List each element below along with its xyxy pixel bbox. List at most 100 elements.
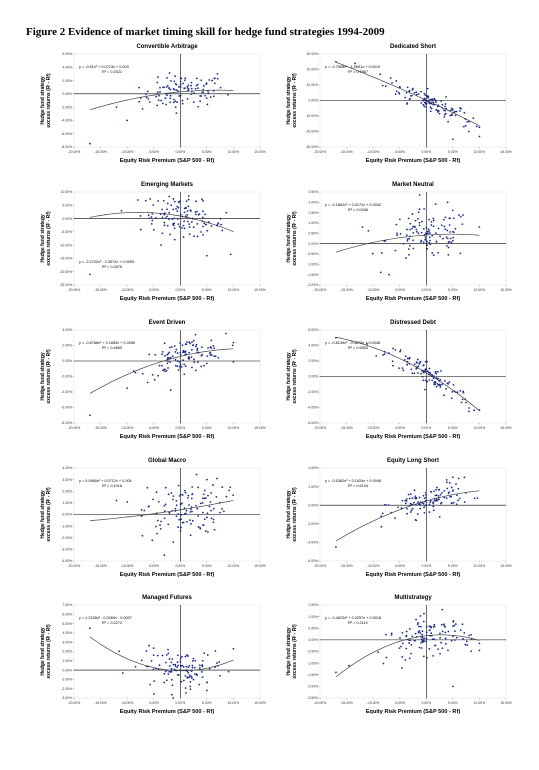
y-axis-label-line: excess returns (Rᴵ - Rf) bbox=[292, 349, 298, 404]
y-tick-label: 0.00% bbox=[62, 668, 72, 672]
data-point bbox=[392, 347, 395, 350]
data-point bbox=[162, 86, 165, 89]
data-point bbox=[173, 345, 176, 347]
data-points bbox=[115, 473, 235, 557]
x-tick-label: 0.00% bbox=[421, 288, 431, 292]
r-squared: R² = 0.4663 bbox=[102, 346, 122, 350]
data-point bbox=[172, 224, 175, 227]
y-tick-label: 7.00% bbox=[62, 603, 72, 607]
data-point bbox=[164, 370, 166, 373]
data-point bbox=[156, 532, 158, 535]
data-point bbox=[172, 697, 175, 699]
data-point bbox=[174, 364, 177, 367]
data-point bbox=[406, 363, 409, 366]
x-tick-label: -20.00% bbox=[314, 426, 327, 430]
data-point bbox=[171, 498, 174, 501]
data-point bbox=[212, 484, 214, 486]
data-point bbox=[434, 383, 437, 385]
data-point bbox=[429, 239, 431, 242]
data-point bbox=[187, 84, 190, 87]
data-point bbox=[454, 227, 457, 230]
data-point bbox=[435, 498, 438, 501]
data-point bbox=[459, 215, 462, 218]
data-point bbox=[385, 504, 387, 506]
data-point bbox=[436, 370, 439, 373]
data-point bbox=[188, 233, 191, 235]
data-point bbox=[415, 618, 417, 621]
data-point bbox=[213, 355, 216, 358]
data-point bbox=[398, 647, 401, 650]
data-point bbox=[210, 492, 213, 494]
data-point bbox=[216, 662, 218, 664]
data-point bbox=[391, 82, 393, 84]
scatter-chart: Convertible Arbitrage 6.00% 4.00% 2.00% 0.00… bbox=[40, 44, 266, 164]
x-tick-label: -5.00% bbox=[148, 564, 159, 568]
data-point bbox=[210, 347, 213, 349]
data-point bbox=[167, 360, 169, 363]
y-tick-label: -4.00% bbox=[307, 541, 318, 545]
data-point bbox=[463, 476, 466, 479]
x-tick-label: 5.00% bbox=[448, 426, 458, 430]
data-point bbox=[144, 199, 147, 202]
data-point bbox=[170, 693, 173, 696]
data-point bbox=[354, 62, 356, 65]
y-tick-label: -6.00% bbox=[61, 132, 72, 136]
y-tick-label: 4.00% bbox=[62, 65, 72, 69]
y-tick-label: 0.00% bbox=[308, 638, 318, 642]
data-point bbox=[428, 367, 431, 370]
y-tick-label: -2.00% bbox=[61, 375, 72, 379]
data-point bbox=[421, 630, 424, 633]
x-tick-label: 10.00% bbox=[228, 288, 240, 292]
data-point bbox=[425, 625, 428, 628]
data-point bbox=[402, 242, 405, 245]
y-axis-label-line: Hedge fund strategy bbox=[286, 76, 292, 125]
chart-title: Event Driven bbox=[149, 320, 186, 326]
data-point bbox=[443, 380, 446, 382]
data-point bbox=[452, 635, 455, 638]
data-point bbox=[408, 253, 410, 256]
data-point bbox=[190, 497, 193, 500]
data-point bbox=[232, 494, 235, 497]
y-tick-label: -6.00% bbox=[307, 421, 318, 425]
data-point bbox=[179, 213, 182, 216]
data-point bbox=[156, 654, 159, 657]
scatter-chart: Emerging Markets 10.00% 5.00% 0.00% -5.00% -1… bbox=[40, 182, 266, 302]
data-point bbox=[440, 224, 443, 227]
y-tick-label: -1.00% bbox=[307, 263, 318, 267]
data-point bbox=[163, 504, 166, 507]
y-axis-label: Hedge fund strategyexcess returns (Rᴵ - … bbox=[40, 624, 52, 679]
data-point bbox=[164, 670, 167, 673]
data-point bbox=[120, 209, 123, 212]
data-point bbox=[168, 211, 171, 214]
data-point bbox=[178, 95, 181, 97]
data-point bbox=[454, 114, 457, 117]
x-tick-label: 15.00% bbox=[500, 288, 512, 292]
data-point bbox=[176, 654, 179, 657]
data-point bbox=[174, 75, 176, 78]
data-point bbox=[218, 661, 221, 663]
trendline-equation: y = -0.6768x² + 0.1659x + 0.0059 bbox=[79, 341, 135, 345]
data-point bbox=[156, 91, 159, 94]
data-point bbox=[418, 503, 421, 505]
data-point bbox=[180, 526, 182, 529]
data-point bbox=[168, 665, 171, 667]
y-tick-label: 2.00% bbox=[62, 489, 72, 493]
data-point bbox=[193, 358, 195, 361]
data-point bbox=[202, 210, 204, 213]
data-point bbox=[420, 647, 423, 649]
data-point bbox=[422, 620, 425, 623]
data-point bbox=[454, 623, 457, 626]
data-point bbox=[159, 524, 161, 527]
y-axis-label: Hedge fund strategyexcess returns (Rᴵ - … bbox=[40, 349, 52, 404]
chart-title: Convertible Arbitrage bbox=[136, 44, 198, 50]
data-point bbox=[445, 643, 447, 645]
data-point bbox=[400, 507, 403, 509]
data-point bbox=[161, 350, 164, 353]
data-point bbox=[194, 666, 196, 669]
data-point bbox=[395, 90, 398, 93]
x-tick-label: -20.00% bbox=[314, 150, 327, 154]
data-point bbox=[451, 209, 454, 212]
data-point bbox=[443, 624, 446, 627]
x-tick-label: 10.00% bbox=[228, 150, 240, 154]
data-point bbox=[161, 232, 164, 235]
